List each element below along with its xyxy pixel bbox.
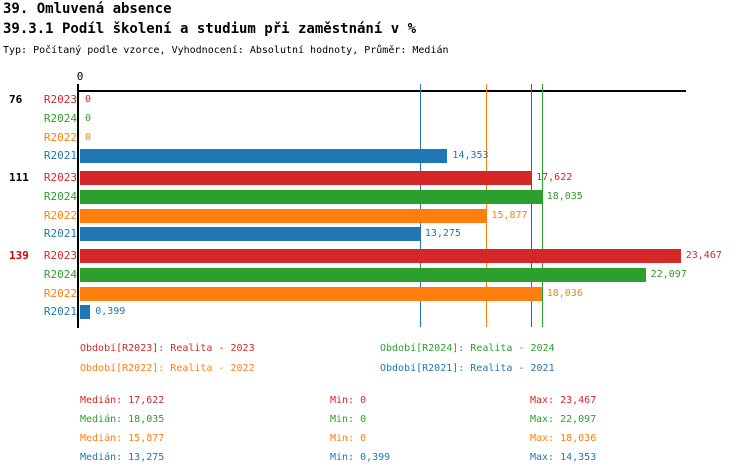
stat-min: Min: 0,399	[330, 452, 391, 463]
bar-value-label: 23,467	[685, 250, 722, 261]
median-line-R2022	[486, 84, 488, 327]
series-label-R2023: R2023	[43, 171, 77, 184]
bar-R2022	[80, 208, 487, 223]
stat-median: Medián: 18,035	[80, 414, 165, 425]
median-line-R2023	[531, 84, 533, 327]
series-label-R2022: R2022	[43, 208, 77, 222]
bar-R2022	[80, 286, 542, 301]
series-label-R2024: R2024	[43, 267, 77, 281]
median-line-R2021	[419, 84, 421, 327]
bar-value-label: 18,036	[546, 287, 583, 299]
stat-min: Min: 0	[330, 433, 367, 444]
group-label: 111	[9, 171, 29, 184]
group-label: 139	[9, 249, 29, 262]
stat-min: Min: 0	[330, 395, 367, 406]
stat-max: Max: 14,353	[530, 452, 597, 463]
bar-value-label: 0,399	[95, 306, 126, 318]
series-label-R2024: R2024	[43, 111, 77, 125]
bar-R2023	[80, 249, 681, 263]
stat-max: Max: 22,097	[530, 414, 597, 425]
x-axis-line	[77, 90, 686, 92]
median-line-R2024	[541, 84, 543, 327]
series-label-R2021: R2021	[43, 305, 77, 319]
bar-value-label: 15,877	[491, 209, 528, 221]
series-label-R2021: R2021	[43, 149, 77, 163]
bar-value-label: 14,353	[452, 150, 489, 162]
y-axis-line	[77, 84, 79, 328]
group-label: 76	[9, 93, 23, 106]
series-label-R2023: R2023	[43, 249, 77, 262]
series-label-R2021: R2021	[43, 227, 77, 241]
bar-value-label: 0	[85, 131, 92, 143]
stat-median: Medián: 17,622	[80, 395, 165, 406]
bar-value-label: 13,275	[424, 228, 461, 240]
bar-R2024	[80, 189, 542, 204]
bar-R2021	[80, 227, 420, 242]
bar-value-label: 0	[85, 94, 92, 105]
stat-median: Medián: 13,275	[80, 452, 165, 463]
series-label-R2023: R2023	[43, 93, 77, 106]
chart-title: 39.3.1 Podíl školení a studium při zaměs…	[3, 21, 417, 37]
x-axis-zero-tick: 0	[76, 70, 84, 83]
bar-value-label: 0	[85, 112, 92, 124]
stat-median: Medián: 15,877	[80, 433, 165, 444]
bar-value-label: 18,035	[546, 190, 583, 202]
legend-item: Období[R2022]: Realita - 2022	[80, 363, 255, 374]
series-label-R2022: R2022	[43, 286, 77, 300]
series-label-R2024: R2024	[43, 189, 77, 203]
chart-meta: Typ: Počítaný podle vzorce, Vyhodnocení:…	[3, 45, 449, 56]
bar-R2024	[80, 267, 646, 282]
legend-item: Období[R2024]: Realita - 2024	[380, 343, 555, 354]
bar-R2021	[80, 305, 91, 320]
bar-R2021	[80, 149, 448, 164]
stat-min: Min: 0	[330, 414, 367, 425]
bar-value-label: 17,622	[536, 172, 573, 183]
series-label-R2022: R2022	[43, 130, 77, 144]
stat-max: Max: 18,036	[530, 433, 597, 444]
bar-R2023	[80, 171, 532, 185]
bar-value-label: 22,097	[650, 268, 687, 280]
page-title: 39. Omluvená absence	[3, 1, 172, 17]
legend-item: Období[R2021]: Realita - 2021	[380, 363, 555, 374]
stat-max: Max: 23,467	[530, 395, 597, 406]
legend-item: Období[R2023]: Realita - 2023	[80, 343, 255, 354]
